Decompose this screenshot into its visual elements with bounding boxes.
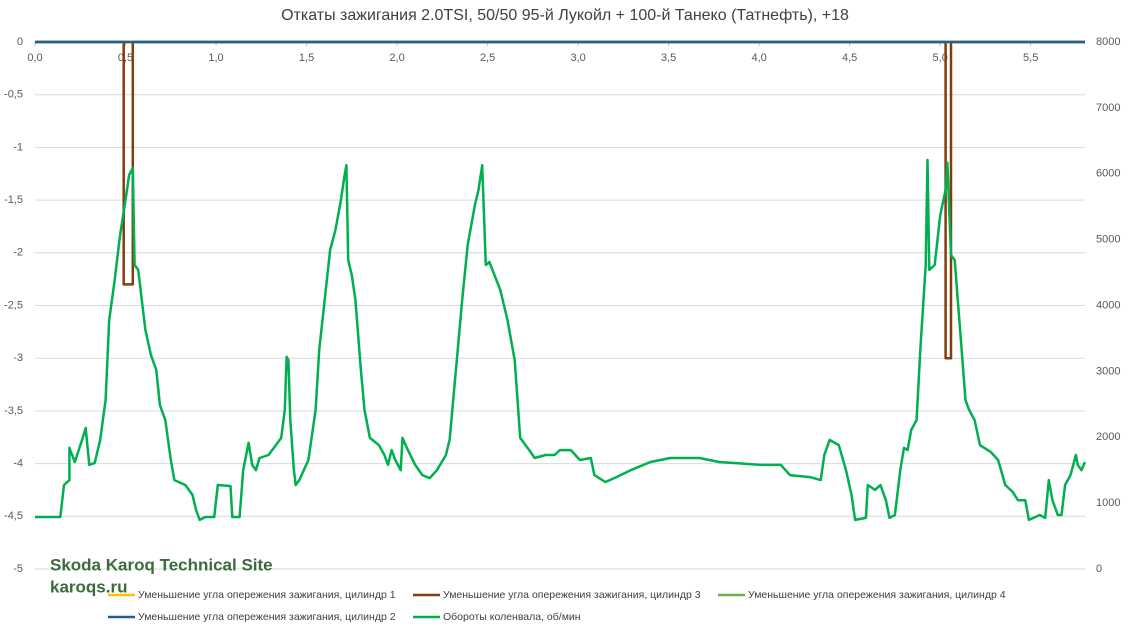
y-tick-label: -0,5	[4, 89, 23, 101]
y2-tick-label: 4000	[1096, 299, 1120, 311]
x-tick-label: 5,0	[933, 52, 948, 64]
y2-tick-label: 0	[1096, 563, 1102, 575]
x-tick-label: 1,5	[299, 52, 314, 64]
y2-tick-label: 5000	[1096, 234, 1120, 246]
chart-title: Откаты зажигания 2.0TSI, 50/50 95-й Луко…	[281, 7, 849, 24]
y-tick-label: -2	[13, 247, 23, 259]
x-tick-label: 3,0	[570, 52, 585, 64]
y-tick-label: -4	[13, 458, 23, 470]
legend-label: Уменьшение угла опережения зажигания, ци…	[138, 589, 396, 601]
legend-label: Уменьшение угла опережения зажигания, ци…	[443, 589, 701, 601]
y-tick-label: -3,5	[4, 405, 23, 417]
y2-tick-label: 2000	[1096, 431, 1120, 443]
y-tick-label: -2,5	[4, 299, 23, 311]
x-tick-label: 2,5	[480, 52, 495, 64]
y2-tick-label: 7000	[1096, 102, 1120, 114]
series-line	[35, 158, 1087, 522]
y2-tick-label: 1000	[1096, 497, 1120, 509]
y2-tick-label: 6000	[1096, 168, 1120, 180]
y-tick-label: -4,5	[4, 510, 23, 522]
y-tick-label: -1	[13, 141, 23, 153]
x-tick-label: 3,5	[661, 52, 676, 64]
y-tick-label: 0	[17, 36, 23, 48]
annotation: Skoda Karoq Technical Site	[50, 555, 273, 574]
legend-label: Уменьшение угла опережения зажигания, ци…	[138, 611, 396, 623]
y2-tick-label: 3000	[1096, 365, 1120, 377]
y2-tick-label: 8000	[1096, 36, 1120, 48]
x-tick-label: 0,5	[118, 52, 133, 64]
x-tick-label: 1,0	[208, 52, 223, 64]
x-tick-label: 5,5	[1023, 52, 1038, 64]
legend-label: Обороты коленвала, об/мин	[443, 611, 581, 623]
y-tick-label: -5	[13, 563, 23, 575]
x-tick-label: 4,0	[751, 52, 766, 64]
annotation: karoqs.ru	[50, 577, 127, 596]
y-tick-label: -3	[13, 352, 23, 364]
y-tick-label: -1,5	[4, 194, 23, 206]
x-tick-label: 4,5	[842, 52, 857, 64]
x-tick-label: 0,0	[27, 52, 42, 64]
x-tick-label: 2,0	[389, 52, 404, 64]
legend-label: Уменьшение угла опережения зажигания, ци…	[748, 589, 1006, 601]
